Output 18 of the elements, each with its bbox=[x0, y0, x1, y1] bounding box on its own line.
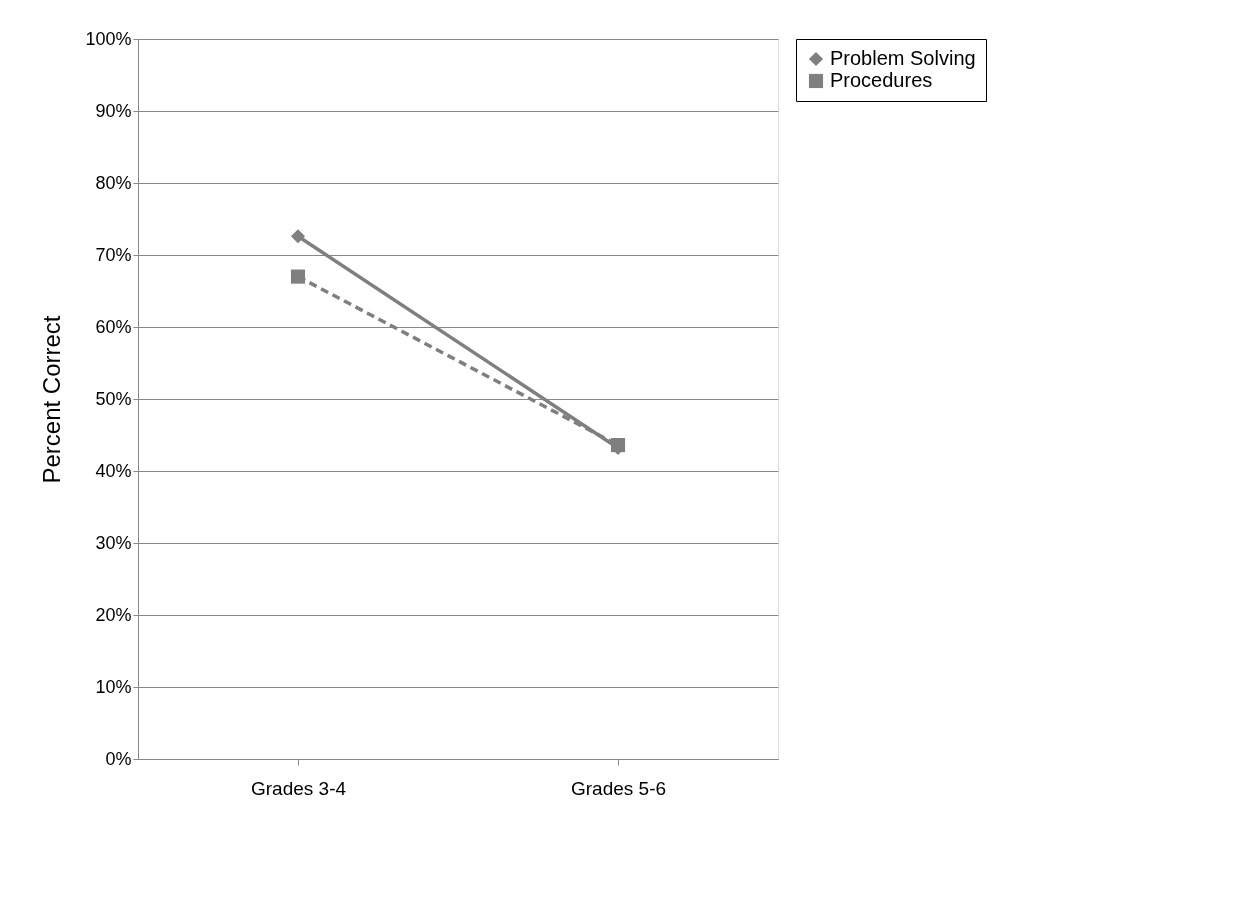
y-tick-label: 100% bbox=[85, 28, 132, 49]
point bbox=[290, 229, 306, 244]
y-tick-label: 0% bbox=[105, 748, 132, 769]
x-tick-label: Grades 3-4 bbox=[250, 777, 347, 799]
x-tick-label: Grades 5-6 bbox=[570, 777, 667, 799]
legend-label: Problem Solving bbox=[830, 47, 976, 69]
y-axis-title: Percent Correct bbox=[38, 315, 66, 484]
y-tick-label: 10% bbox=[95, 676, 132, 697]
y-tick-label: 40% bbox=[95, 460, 132, 481]
y-tick-label: 60% bbox=[95, 316, 132, 337]
y-tick-label: 90% bbox=[95, 100, 132, 121]
y-tick-label: 50% bbox=[95, 388, 132, 409]
point bbox=[290, 269, 306, 284]
y-tick-label: 80% bbox=[95, 172, 132, 193]
y-tick-label: 30% bbox=[95, 532, 132, 553]
y-tick-label: 20% bbox=[95, 604, 132, 625]
y-tick-label: 70% bbox=[95, 244, 132, 265]
legend-label: Procedures bbox=[830, 69, 933, 91]
